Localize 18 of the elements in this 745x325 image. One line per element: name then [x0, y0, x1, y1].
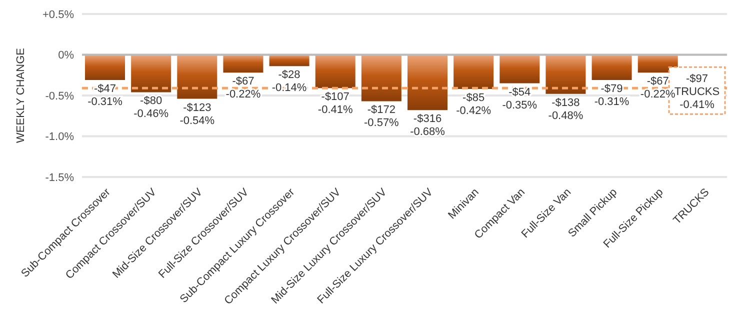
y-tick-label: -1.5% [45, 172, 74, 184]
data-label: -$67 -0.22% [640, 76, 676, 101]
data-label: -$67 -0.22% [226, 76, 261, 101]
data-label: -$85 -0.42% [456, 92, 492, 117]
data-label: -$54 -0.35% [502, 86, 538, 112]
y-axis-title: WEEKLY CHANGE [14, 48, 27, 143]
data-label: -$172 -0.57% [364, 104, 400, 130]
y-tick-label: 0% [58, 50, 74, 62]
y-tick-label: -1.0% [45, 131, 74, 144]
y-tick-label: -0.5% [45, 90, 74, 102]
ref-line-label: -$97 TRUCKS -0.41% [674, 73, 720, 112]
data-label: -$79 -0.31% [594, 83, 630, 108]
data-label: -$107 -0.41% [318, 91, 353, 116]
data-label: -$123 -0.54% [180, 102, 215, 127]
data-label: -$80 -0.46% [134, 95, 169, 120]
y-tick-label: +0.5% [42, 8, 74, 21]
data-label: -$316 -0.68% [410, 113, 446, 138]
data-label: -$138 -0.48% [548, 96, 584, 122]
